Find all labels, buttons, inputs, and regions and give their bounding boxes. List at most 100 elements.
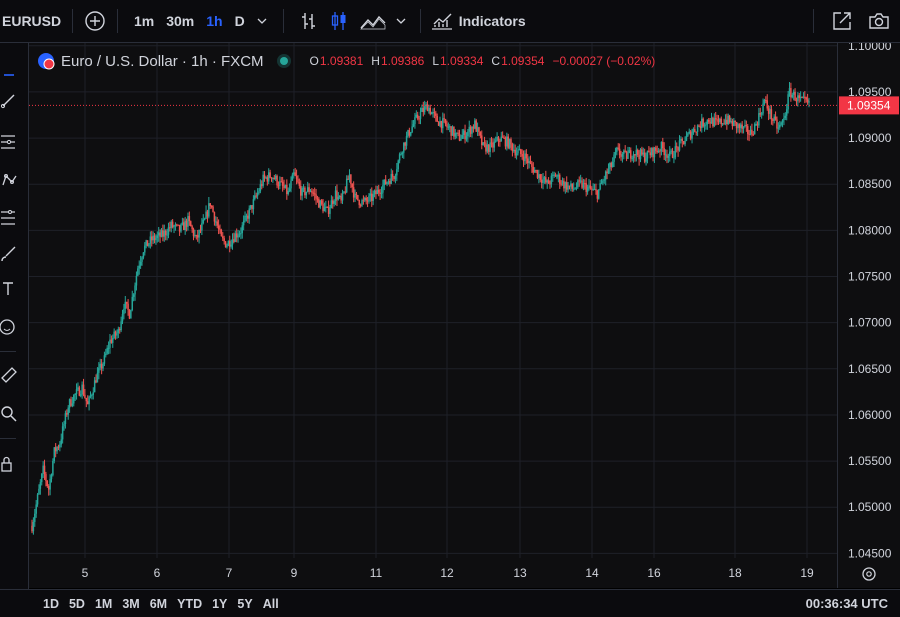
forecast-icon[interactable] [0, 208, 18, 226]
candle-body [174, 224, 177, 227]
candle-body [267, 172, 270, 182]
candle-body [507, 136, 509, 148]
cursor-icon[interactable] [0, 61, 18, 79]
brush-icon[interactable] [0, 245, 18, 263]
candle-body [801, 97, 803, 99]
zoom-icon[interactable] [0, 405, 18, 423]
candle-body [375, 190, 377, 195]
candle-body [209, 203, 211, 207]
camera-icon[interactable] [860, 0, 900, 42]
range-3m[interactable]: 3M [122, 596, 140, 611]
candle-body [400, 154, 402, 156]
candle-body [578, 180, 580, 182]
emoji-icon[interactable] [0, 318, 18, 336]
candle-body [256, 193, 259, 196]
candle-body [788, 88, 791, 95]
candle-body [574, 188, 576, 190]
candle-body [279, 181, 281, 186]
candle-body [354, 193, 356, 198]
candle-body [475, 120, 477, 132]
fullscreen-icon[interactable] [824, 0, 860, 42]
candle-body [79, 394, 82, 396]
price-tick: 1.07000 [848, 316, 892, 330]
candle-body [234, 233, 237, 242]
candle-body [716, 119, 718, 121]
chevron-down-icon[interactable] [392, 0, 410, 42]
close-label: C [491, 54, 501, 68]
candle-body [166, 234, 168, 236]
range-1m[interactable]: 1M [94, 596, 113, 611]
candle-body [355, 193, 358, 196]
candle-body [694, 129, 696, 132]
series-title[interactable]: Euro / U.S. Dollar · 1h · FXCM [61, 52, 264, 70]
candle-body [228, 241, 231, 247]
candle-body [458, 133, 461, 141]
candle-body [539, 174, 542, 180]
candle-body [543, 177, 546, 180]
candle-body [215, 221, 217, 223]
candle-body [763, 100, 766, 104]
candle-body [91, 394, 93, 396]
fib-icon[interactable] [0, 133, 18, 151]
candle-body [731, 120, 734, 127]
candle-body [494, 140, 497, 142]
range-5y[interactable]: 5Y [237, 596, 253, 611]
candle-body [593, 189, 596, 191]
candle-body [766, 100, 768, 109]
utc-clock[interactable]: 00:36:34 UTC [805, 596, 888, 611]
candle-body [265, 177, 267, 179]
range-ytd[interactable]: YTD [177, 596, 203, 611]
range-all[interactable]: All [262, 596, 279, 611]
candle-body [220, 229, 223, 237]
indicators-button[interactable]: Indicators [431, 0, 526, 42]
candle-body [57, 447, 60, 449]
candlestick-chart[interactable]: 5 6 7 9 11 12 13 14 16 18 19 [29, 43, 837, 588]
candle-body [187, 216, 189, 227]
candle-body [240, 233, 242, 235]
compare-add-icon[interactable] [83, 0, 107, 42]
candle-body [164, 230, 167, 236]
candle-body [384, 179, 387, 185]
range-5d[interactable]: 5D [68, 596, 85, 611]
candle-body [373, 190, 376, 195]
price-axis[interactable]: 1.10000 1.09500 1.09000 1.08500 1.08000 1.075… [837, 39, 900, 588]
range-1d[interactable]: 1D [43, 596, 59, 611]
chevron-down-icon[interactable] [251, 0, 273, 42]
symbol-search[interactable]: EURUSD [2, 13, 62, 29]
candle-body [636, 149, 639, 155]
candle-body [785, 109, 788, 116]
area-chart-icon[interactable] [354, 0, 392, 42]
candle-body [237, 235, 239, 238]
lock-icon[interactable] [0, 455, 18, 473]
candle-body [545, 177, 547, 183]
interval-1h[interactable]: 1h [206, 13, 223, 29]
trend-line-icon[interactable] [0, 91, 18, 109]
bar-chart-icon[interactable] [294, 0, 324, 42]
gear-icon[interactable] [862, 567, 876, 581]
candle-body [47, 486, 50, 490]
candle-body [790, 88, 792, 98]
candle-body [423, 106, 426, 113]
interval-30m[interactable]: 30m [166, 13, 195, 29]
candle-body [529, 161, 532, 164]
text-icon[interactable] [0, 279, 18, 297]
candle-body [49, 478, 51, 490]
candle-body [248, 208, 250, 219]
candle-body [603, 179, 606, 181]
interval-d[interactable]: D [234, 13, 245, 29]
chart-pane[interactable]: 5 6 7 9 11 12 13 14 16 18 19 [29, 43, 837, 588]
time-tick: 19 [800, 566, 814, 580]
price-tick: 1.04500 [848, 546, 892, 560]
candle-body [632, 154, 635, 159]
pattern-icon[interactable] [0, 171, 18, 189]
candles-icon[interactable] [324, 0, 354, 42]
range-6m[interactable]: 6M [149, 596, 168, 611]
candle-body [794, 91, 796, 101]
candle-body [155, 237, 157, 241]
candle-body [440, 121, 443, 129]
interval-1m[interactable]: 1m [134, 13, 155, 29]
candle-body [89, 395, 92, 397]
range-1y[interactable]: 1Y [212, 596, 228, 611]
ruler-icon[interactable] [0, 365, 18, 383]
candle-body [188, 216, 191, 222]
